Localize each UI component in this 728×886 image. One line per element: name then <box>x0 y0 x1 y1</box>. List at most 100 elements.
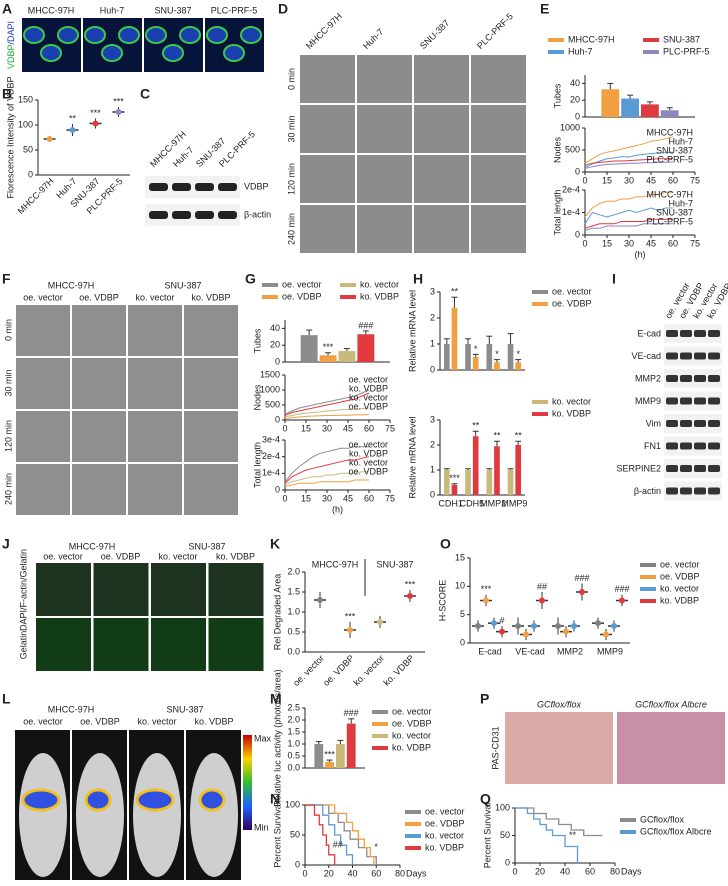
legend-label: Huh-7 <box>568 46 593 56</box>
significance: *** <box>323 342 334 352</box>
bar <box>465 470 471 495</box>
significance: *** <box>449 473 460 483</box>
x-tick-label: MMP2 <box>557 646 583 656</box>
row-label: β-actin <box>634 486 661 496</box>
column-label: PLC-PRF-5 <box>475 11 515 51</box>
blot-band <box>172 211 191 219</box>
significance: ## <box>333 840 343 850</box>
blot-band <box>708 330 720 337</box>
x-tick-label: 0 <box>282 493 287 503</box>
significance: *** <box>113 96 124 106</box>
panel-letter: C <box>140 86 150 102</box>
panel-letter: M <box>270 691 282 707</box>
dot <box>579 589 585 595</box>
significance: ** <box>493 431 501 441</box>
blot <box>664 324 722 343</box>
blot-band <box>680 465 692 472</box>
micrograph <box>151 563 206 616</box>
bar <box>451 307 458 370</box>
dot <box>539 597 545 604</box>
blot-band <box>708 420 720 427</box>
x-tick-label: 20 <box>535 866 545 876</box>
y-tick-label: 10 <box>455 581 465 591</box>
blot-band <box>680 420 692 427</box>
y-tick-label: 1 <box>430 338 435 348</box>
group-label: MHCC-97H <box>48 704 95 714</box>
dot <box>115 109 122 115</box>
significance: ### <box>358 320 373 330</box>
series-line <box>584 207 673 225</box>
dot <box>475 623 481 629</box>
y-tick-label: 5 <box>460 609 465 619</box>
panel-letter: D <box>278 1 288 17</box>
dot <box>515 623 521 629</box>
y-axis-label: Total length <box>252 442 262 488</box>
micrograph <box>184 464 238 515</box>
series-line <box>584 218 673 229</box>
column-label: PLC-PRF-5 <box>211 5 258 15</box>
panel-letter: I <box>612 271 616 287</box>
dot <box>499 628 505 635</box>
x-tick-label: oe. VDBP <box>321 653 356 688</box>
y-axis-label: Relative mRNA level <box>407 416 417 498</box>
bar <box>660 110 679 117</box>
blot <box>664 414 722 433</box>
bar <box>507 470 514 495</box>
x-tick-label: 40 <box>560 866 570 876</box>
y-tick-label: 50 <box>23 144 33 154</box>
legend-label: oe. vector <box>348 439 388 449</box>
x-tick-label: 0 <box>582 238 587 248</box>
y-tick-label: 1000 <box>560 122 580 132</box>
y-tick-label: 0 <box>460 637 465 647</box>
mouse <box>133 753 181 877</box>
blot-band <box>694 397 706 405</box>
legend-label: ko. VDBP <box>360 291 399 301</box>
dot <box>595 620 601 627</box>
y-tick-label: 500 <box>265 399 280 409</box>
bar <box>338 351 356 362</box>
legend-label: ko. VDBP <box>349 448 388 458</box>
bar <box>465 344 471 370</box>
x-tick-label: 30 <box>624 175 634 185</box>
significance: ** <box>515 431 523 441</box>
micrograph <box>471 105 526 153</box>
y-tick-label: 1.5 <box>287 586 300 596</box>
bar <box>472 436 479 495</box>
blot-band <box>708 397 720 405</box>
blot <box>664 436 722 456</box>
y-tick-label: 100 <box>495 802 510 812</box>
column-label: Huh-7 <box>100 5 125 15</box>
legend-label: oe. VDBP <box>392 718 432 728</box>
group-label: SNU-387 <box>166 704 203 714</box>
signal <box>135 788 175 812</box>
micrograph <box>414 205 469 253</box>
significance: * <box>495 349 499 359</box>
legend-label: ko. vector <box>552 396 591 406</box>
stain-vdbp: VDBP <box>6 45 16 70</box>
micrograph <box>208 618 264 671</box>
legend-label: oe. vector <box>425 806 465 816</box>
dot <box>603 631 609 638</box>
x-tick-label: E-cad <box>478 646 502 656</box>
bar <box>515 445 522 495</box>
blot <box>664 481 722 501</box>
bar <box>486 470 493 495</box>
micrograph <box>128 305 182 356</box>
y-tick-label: 0 <box>295 859 300 869</box>
x-tick-label: 20 <box>324 868 334 878</box>
signal <box>198 788 226 812</box>
legend-label: ko. VDBP <box>349 383 388 393</box>
row-label: 120 min <box>286 163 296 195</box>
row-label: FN1 <box>644 441 661 451</box>
micrograph <box>184 305 238 356</box>
micrograph <box>471 205 526 253</box>
bar <box>515 362 522 370</box>
micrograph <box>72 411 126 462</box>
panel-letter: Q <box>480 791 491 807</box>
blot <box>664 459 722 478</box>
y-tick-label: 0 <box>575 229 580 239</box>
y-tick-label: 0.0 <box>287 762 300 772</box>
bar <box>621 98 639 117</box>
y-axis-label: Total length <box>552 189 562 235</box>
